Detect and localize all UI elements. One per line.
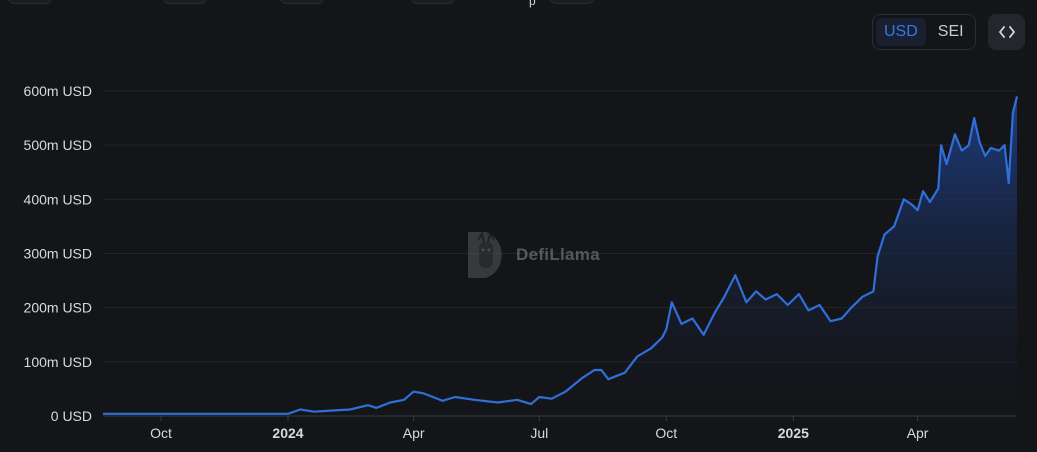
x-tick-label: Oct	[150, 425, 172, 441]
x-axis-ticks: Oct 2024 Apr Jul Oct 2025 Apr	[150, 416, 929, 441]
x-tick-label: Apr	[907, 425, 929, 441]
x-tick-label: Oct	[655, 425, 677, 441]
y-tick-label: 300m USD	[24, 246, 92, 262]
defillama-logo-icon	[468, 231, 502, 278]
y-tick-label: 600m USD	[24, 83, 92, 99]
tvl-area-fill	[103, 96, 1017, 417]
defillama-watermark: DefiLlama	[464, 230, 600, 280]
y-tick-label: 500m USD	[24, 137, 92, 153]
embed-code-button[interactable]	[988, 14, 1025, 50]
currency-usd-button[interactable]: USD	[876, 18, 926, 46]
x-tick-label: 2025	[778, 425, 809, 441]
top-cropped-text: p	[529, 0, 536, 8]
currency-sei-button[interactable]: SEI	[937, 23, 964, 40]
x-tick-label: Apr	[403, 425, 425, 441]
watermark-text: DefiLlama	[516, 245, 600, 264]
x-tick-label: 2024	[272, 425, 303, 441]
tvl-series-line	[103, 96, 1019, 415]
y-tick-label: 200m USD	[24, 300, 92, 316]
x-tick-label: Jul	[530, 425, 548, 441]
y-tick-label: 400m USD	[24, 191, 92, 207]
code-brackets-icon	[998, 26, 1015, 38]
currency-toggle: USD SEI	[872, 14, 976, 50]
y-axis-ticks: 0 USD 100m USD 200m USD 300m USD 400m USD 500…	[24, 83, 92, 424]
y-tick-label: 0 USD	[51, 408, 92, 424]
y-tick-label: 100m USD	[24, 354, 92, 370]
